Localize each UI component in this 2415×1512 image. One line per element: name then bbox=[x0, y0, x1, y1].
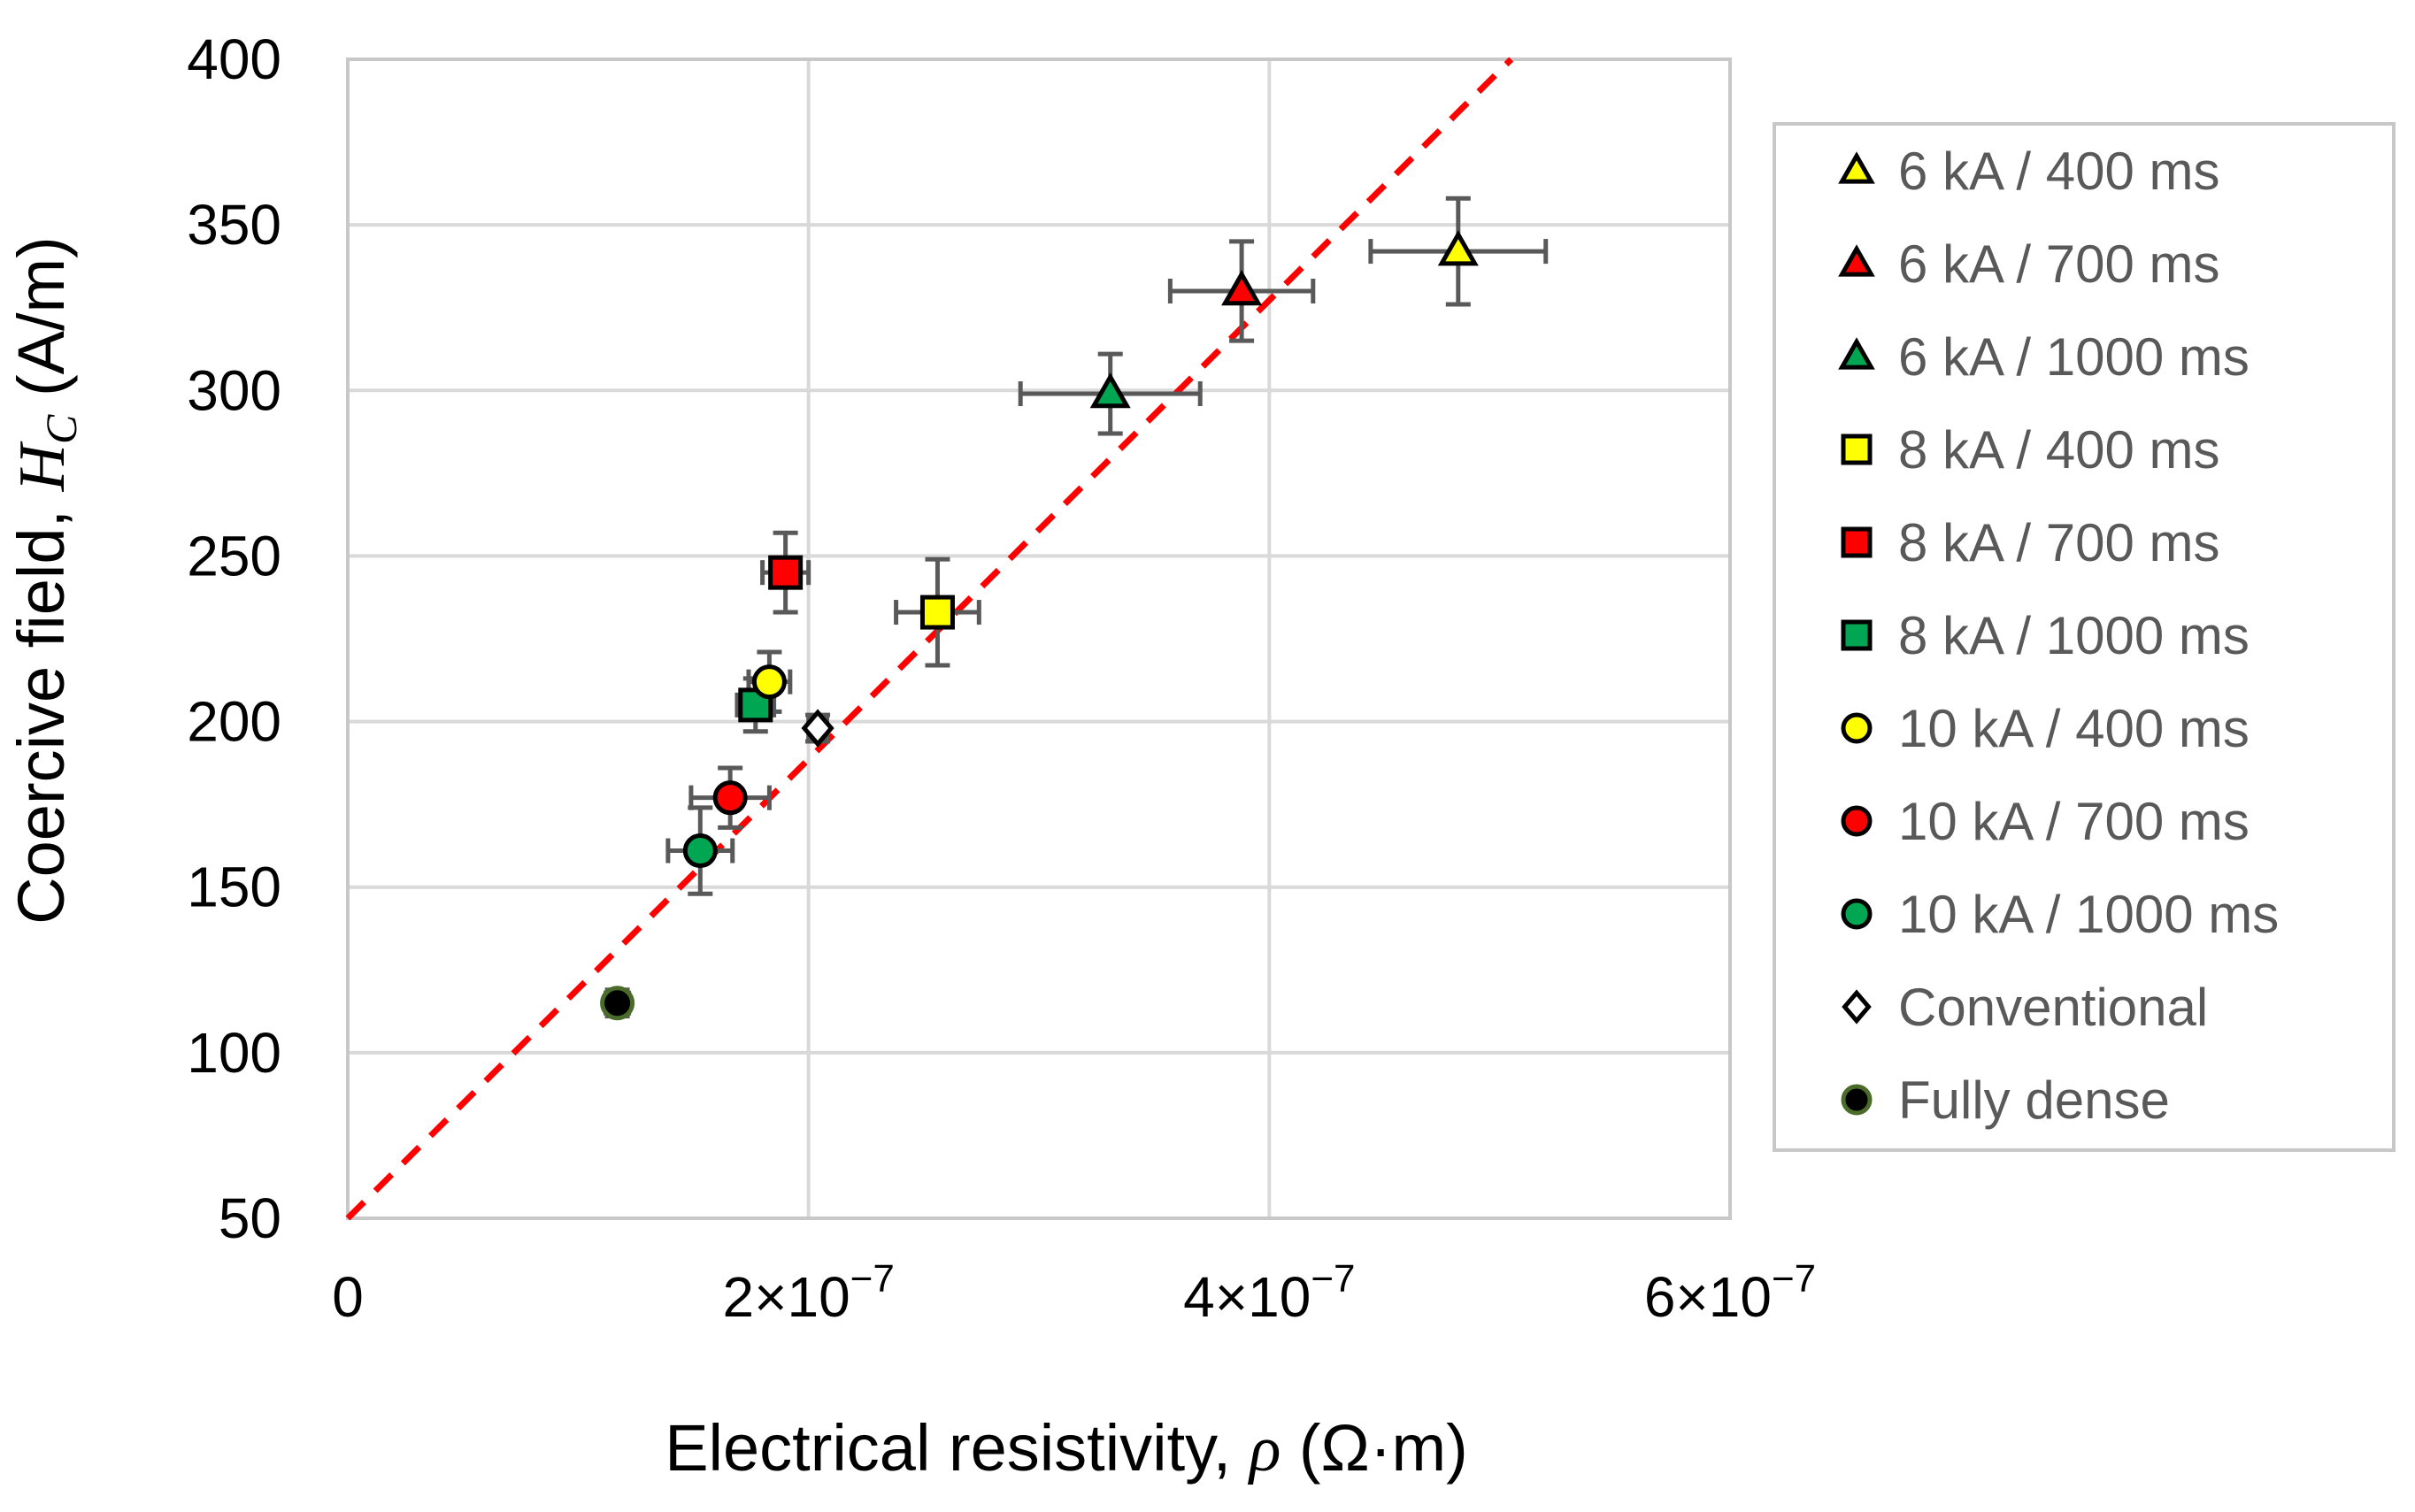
y-tick-label: 150 bbox=[187, 856, 281, 919]
legend-label: 6 kA / 1000 ms bbox=[1898, 327, 2250, 387]
data-point-triangle bbox=[1089, 372, 1131, 409]
x-tick-label: 6×10−7 bbox=[1644, 1257, 1816, 1329]
y-tick-label: 100 bbox=[187, 1021, 281, 1085]
y-tick-label: 300 bbox=[187, 358, 281, 422]
data-point-diamond bbox=[801, 709, 834, 748]
legend-marker-triangle bbox=[1838, 151, 1875, 184]
legend-marker-square bbox=[1841, 526, 1873, 558]
legend-marker-circle bbox=[1841, 898, 1873, 930]
x-tick-label: 4×10−7 bbox=[1183, 1257, 1355, 1329]
gridlines bbox=[346, 58, 1732, 1220]
fit-line bbox=[345, 57, 1514, 1221]
legend-label: 8 kA / 700 ms bbox=[1898, 513, 2220, 572]
legend-label: 6 kA / 700 ms bbox=[1898, 234, 2220, 294]
legend-label: Conventional bbox=[1898, 978, 2208, 1037]
x-axis-title-symbol: ρ bbox=[1248, 1413, 1281, 1485]
y-tick-labels: 50 100 150 200 250 300 350 400 bbox=[187, 27, 281, 1250]
data-point-circle bbox=[682, 833, 718, 869]
x-tick-mantissa: 4×10 bbox=[1183, 1265, 1311, 1329]
x-tick-labels: 0 2×10−7 4×10−7 6×10−7 bbox=[332, 1257, 1816, 1329]
y-axis-title-suffix: (A/m) bbox=[4, 236, 78, 414]
legend-marker-square bbox=[1841, 619, 1873, 651]
legend: 6 kA / 400 ms 6 kA / 700 ms 6 kA / 1000 ms… bbox=[1773, 122, 2396, 1152]
legend-marker-triangle bbox=[1838, 337, 1875, 370]
data-markers bbox=[600, 230, 1479, 1021]
data-point-circle bbox=[751, 664, 787, 700]
x-axis-title: Electrical resistivity, ρ (Ω·m) bbox=[665, 1411, 1468, 1485]
legend-label: 8 kA / 1000 ms bbox=[1898, 606, 2250, 665]
data-point-triangle bbox=[1437, 230, 1479, 266]
y-axis-title: Coercive field, HC (A/m) bbox=[4, 236, 86, 925]
legend-box bbox=[1773, 122, 2396, 1152]
y-tick-label: 50 bbox=[219, 1186, 281, 1250]
fit-line-group bbox=[345, 57, 1514, 1221]
x-axis-title-prefix: Electrical resistivity, bbox=[665, 1411, 1250, 1485]
legend-label: 10 kA / 700 ms bbox=[1898, 792, 2250, 851]
y-axis-title-subscript: C bbox=[36, 414, 86, 444]
legend-marker-square bbox=[1841, 434, 1873, 465]
data-point-square bbox=[768, 555, 804, 590]
legend-label: 10 kA / 1000 ms bbox=[1898, 885, 2279, 944]
x-tick-label: 0 bbox=[332, 1265, 364, 1329]
x-tick-mantissa: 6×10 bbox=[1644, 1265, 1772, 1329]
data-point-triangle bbox=[1221, 269, 1263, 306]
legend-marker-circle bbox=[1841, 712, 1873, 744]
x-axis-title-suffix: (Ω·m) bbox=[1281, 1411, 1467, 1485]
legend-marker-diamond bbox=[1842, 989, 1872, 1025]
x-tick-exponent: −7 bbox=[1311, 1257, 1355, 1301]
data-point-circle bbox=[600, 986, 635, 1021]
legend-label: 10 kA / 400 ms bbox=[1898, 699, 2250, 758]
error-bars bbox=[604, 196, 1549, 1019]
y-axis-title-prefix: Coercive field, bbox=[4, 491, 78, 924]
y-tick-label: 350 bbox=[187, 193, 281, 257]
y-tick-label: 200 bbox=[187, 690, 281, 754]
legend-marker-triangle bbox=[1838, 244, 1875, 277]
data-point-circle bbox=[712, 780, 748, 816]
legend-label: 6 kA / 400 ms bbox=[1898, 142, 2220, 201]
x-tick-exponent: −7 bbox=[1772, 1257, 1816, 1301]
x-tick-mantissa: 2×10 bbox=[723, 1265, 850, 1329]
x-tick-exponent: −7 bbox=[850, 1257, 895, 1301]
y-axis-title-symbol: H bbox=[6, 441, 79, 492]
legend-marker-circle bbox=[1841, 1084, 1873, 1116]
x-tick-label: 2×10−7 bbox=[723, 1257, 895, 1329]
plot-area-frame bbox=[346, 58, 1732, 1220]
legend-label: Fully dense bbox=[1898, 1071, 2170, 1130]
y-tick-label: 250 bbox=[187, 524, 281, 587]
y-tick-label: 400 bbox=[187, 27, 281, 91]
data-point-square bbox=[919, 595, 955, 630]
legend-marker-circle bbox=[1841, 805, 1873, 837]
legend-label: 8 kA / 400 ms bbox=[1898, 420, 2220, 480]
